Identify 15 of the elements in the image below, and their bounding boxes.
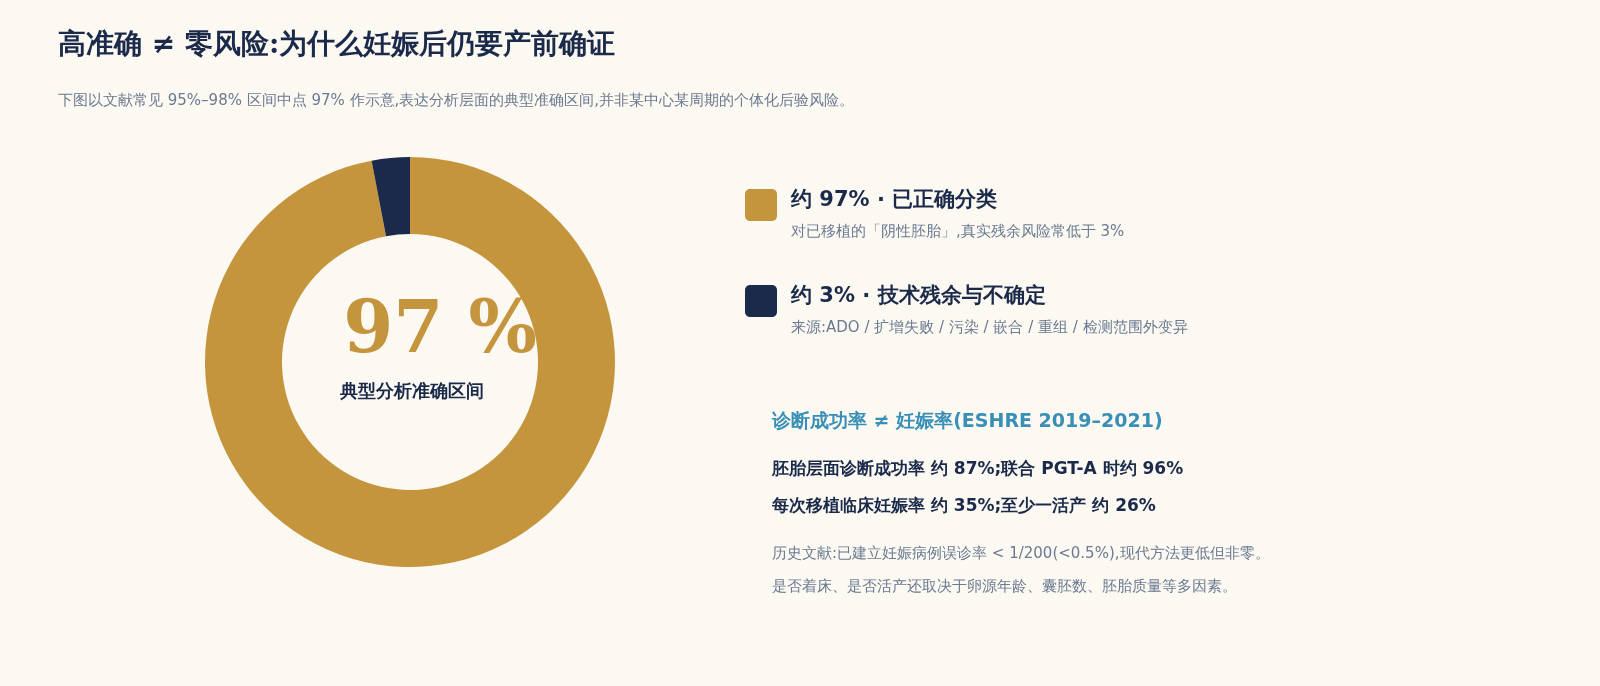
text: 胚胎层面诊断成功率 约 87%;联合 PGT-A 时约 96% xyxy=(771,458,1184,478)
text: 历史文献:已建立妊娠病例误诊率 < 1/200(<0.5%),现代方法更低但非零。 xyxy=(772,544,1270,562)
chart-title: 高准确 ≠ 零风险:为什么妊娠后仍要产前确证 xyxy=(58,27,616,60)
text: 每次移植临床妊娠率 约 35%;至少一活产 约 26% xyxy=(771,495,1156,515)
text: 典型分析准确区间 xyxy=(339,380,484,401)
text: 诊断成功率 ≠ 妊娠率(ESHRE 2019–2021) xyxy=(771,409,1163,431)
text: 97 % xyxy=(343,284,537,369)
source-note: 来源:ADO / 扩增失败 / 污染 / 嵌合 / 重组 / 检测范围外变异 xyxy=(791,318,1188,336)
text: 是否着床、是否活产还取决于卵源年龄、囊胚数、胚胎质量等多因素。 xyxy=(772,577,1237,595)
legend-label: 约 3% · 技术残余与不确定 xyxy=(790,283,1046,307)
legend-label: 约 97% · 已正确分类 xyxy=(790,187,998,211)
donut-slice xyxy=(205,157,615,567)
chart-subtitle: 下图以文献常见 95%–98% 区间中点 97% 作示意,表达分析层面的典型准确区间,并非某中心某周期的个体化后验风险。 xyxy=(58,91,855,109)
donut-slice xyxy=(371,157,410,237)
text: 对已移植的「阴性胚胎」,真实残余风险常低于 3% xyxy=(791,222,1125,240)
